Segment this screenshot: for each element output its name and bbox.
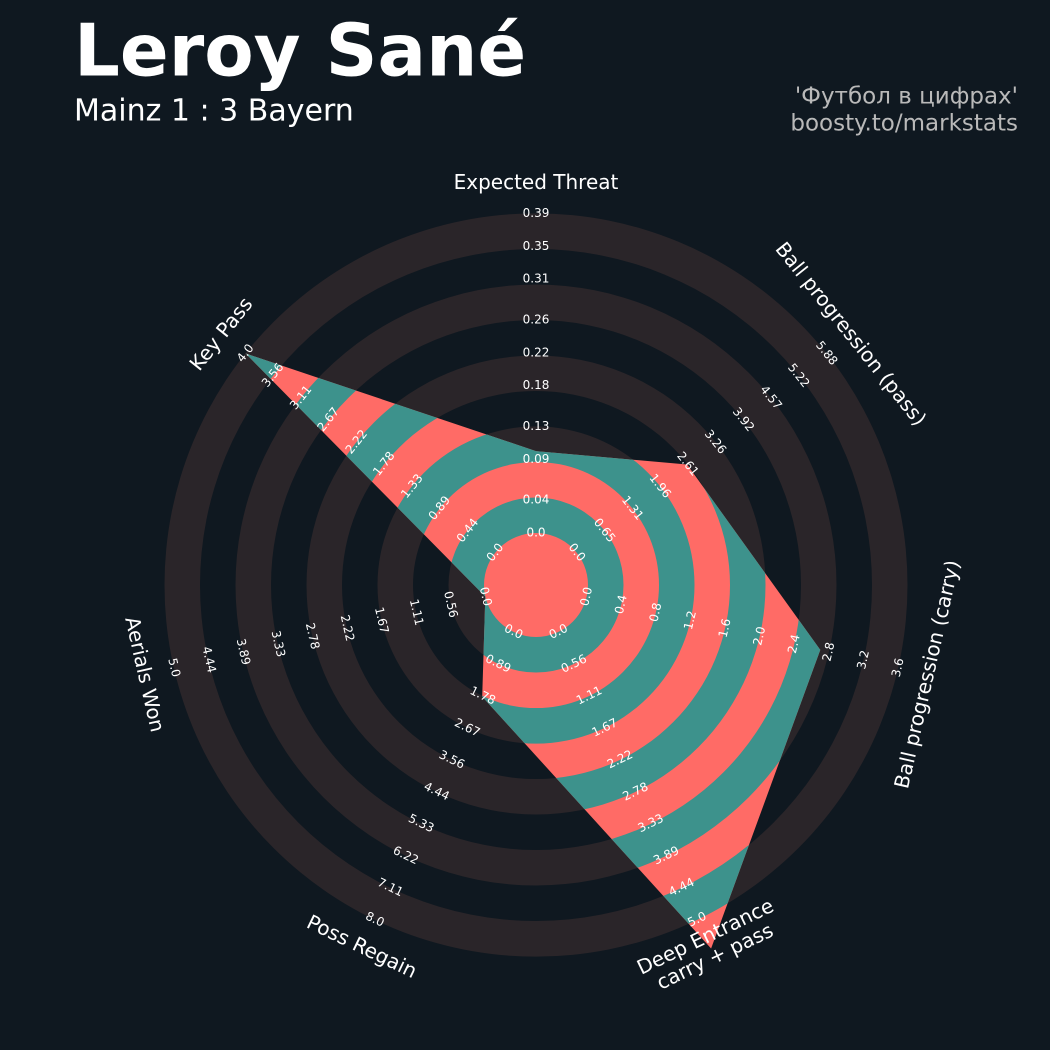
category-line: Expected Threat bbox=[454, 170, 619, 194]
tick-label: 0.56 bbox=[441, 590, 461, 619]
tick-label: 0.0 bbox=[577, 586, 595, 608]
tick-label: 1.6 bbox=[716, 617, 734, 639]
tick-label: 0.31 bbox=[523, 272, 550, 286]
tick-label: 1.67 bbox=[372, 606, 392, 635]
tick-label: 0.8 bbox=[646, 601, 664, 623]
tick-label: 5.0 bbox=[165, 657, 183, 679]
tick-label: 1.11 bbox=[407, 598, 427, 627]
tick-label: 0.0 bbox=[477, 586, 495, 608]
credit: boosty.to/markstats bbox=[790, 111, 1018, 137]
tick-label: 3.33 bbox=[269, 629, 289, 658]
tick-label: 0.0 bbox=[526, 526, 545, 540]
tick-label: 2.8 bbox=[820, 641, 838, 663]
tick-label: 0.18 bbox=[523, 378, 550, 392]
tick-label: 0.22 bbox=[523, 345, 550, 359]
tick-label: 1.2 bbox=[681, 609, 699, 631]
tick-label: 0.13 bbox=[523, 419, 550, 433]
tick-label: 2.22 bbox=[338, 613, 358, 642]
category-label: Expected Threat bbox=[454, 170, 619, 194]
tick-label: 4.44 bbox=[199, 645, 219, 674]
chart-title: Leroy Sané bbox=[74, 9, 526, 93]
tick-label: 3.2 bbox=[854, 649, 872, 671]
tick-label: 2.78 bbox=[303, 621, 323, 650]
tick-label: 0.39 bbox=[523, 206, 550, 220]
tick-label: 2.0 bbox=[750, 625, 768, 647]
tick-label: 0.35 bbox=[523, 239, 550, 253]
tick-label: 0.04 bbox=[523, 493, 550, 507]
credit: 'Футбол в цифрах' bbox=[795, 84, 1018, 110]
tick-label: 0.4 bbox=[612, 593, 630, 615]
chart-subtitle: Mainz 1 : 3 Bayern bbox=[74, 94, 354, 129]
tick-label: 3.89 bbox=[234, 637, 254, 666]
tick-label: 0.26 bbox=[523, 313, 550, 327]
tick-label: 3.6 bbox=[889, 657, 907, 679]
tick-label: 2.4 bbox=[785, 633, 803, 655]
tick-label: 0.09 bbox=[523, 452, 550, 466]
